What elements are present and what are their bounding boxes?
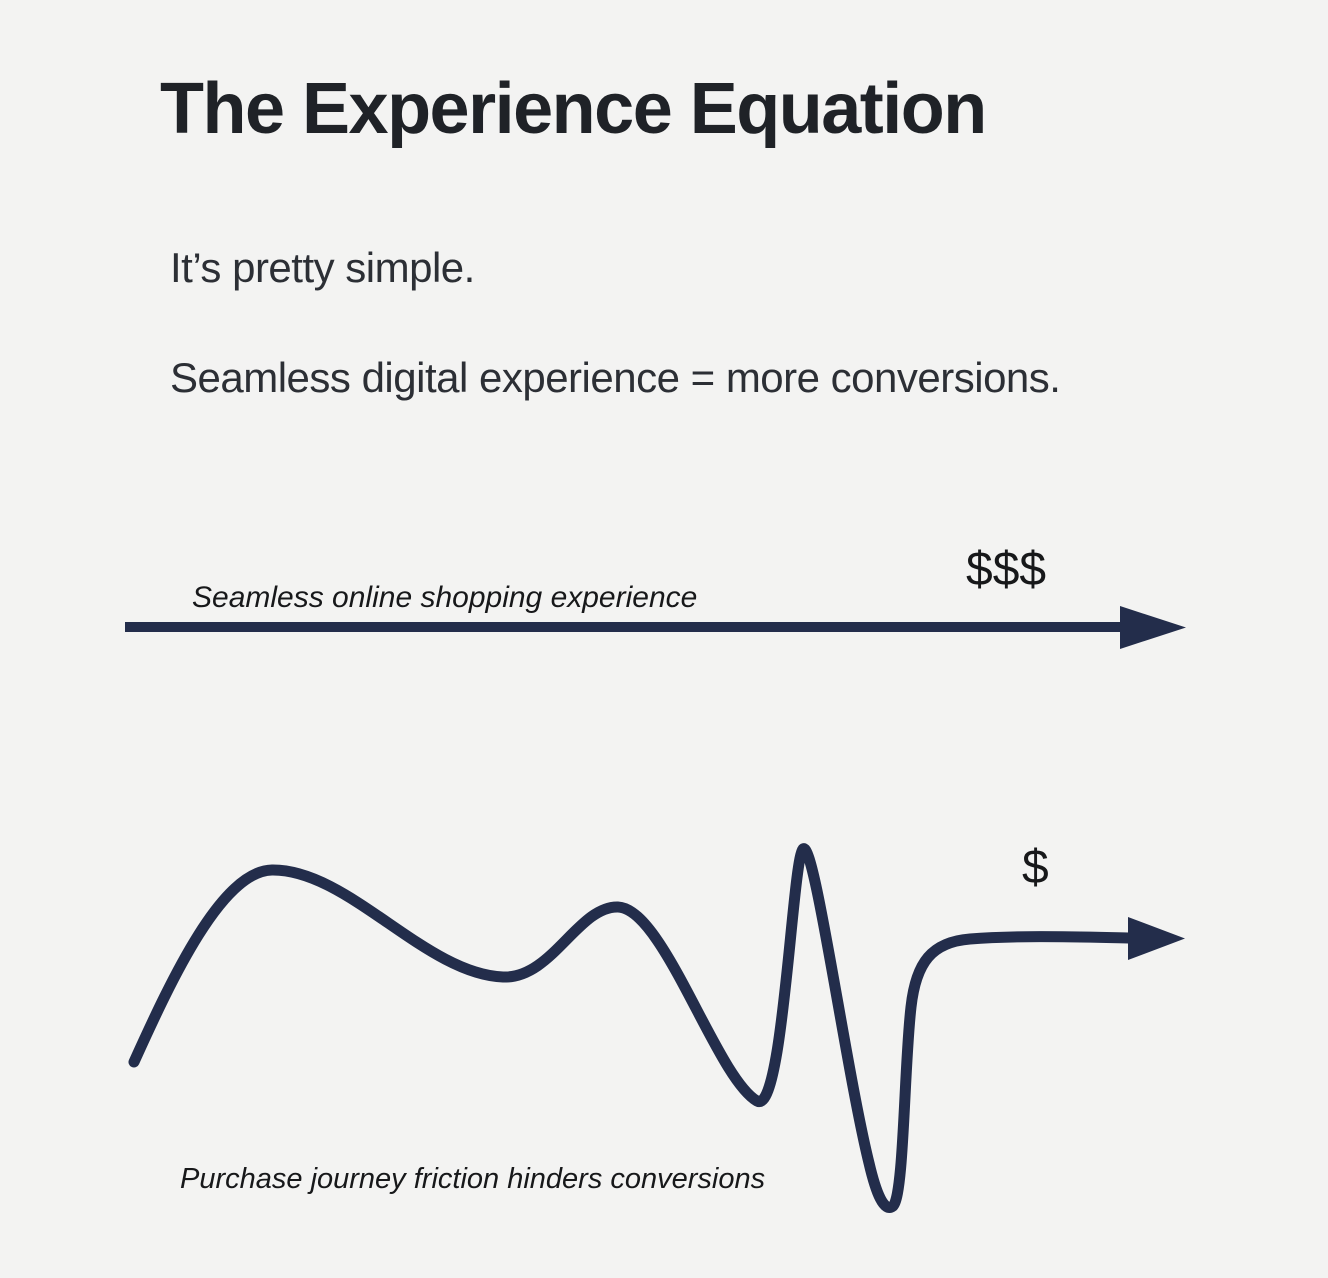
seamless-arrowhead-icon	[1120, 606, 1186, 649]
friction-curve-path	[128, 843, 1138, 1213]
friction-outcome-dollar: $	[1022, 841, 1049, 894]
friction-arrowhead-icon	[1128, 917, 1185, 960]
intro-line-1: It’s pretty simple.	[170, 244, 475, 291]
friction-curve	[128, 843, 1185, 1213]
page-title: The Experience Equation	[160, 69, 987, 149]
seamless-flow-label: Seamless online shopping experience	[192, 581, 698, 614]
intro-line-2: Seamless digital experience = more conve…	[170, 354, 1061, 401]
seamless-outcome-dollars: $$$	[966, 543, 1047, 596]
friction-flow-label: Purchase journey friction hinders conver…	[180, 1163, 766, 1195]
seamless-arrow	[125, 606, 1186, 649]
